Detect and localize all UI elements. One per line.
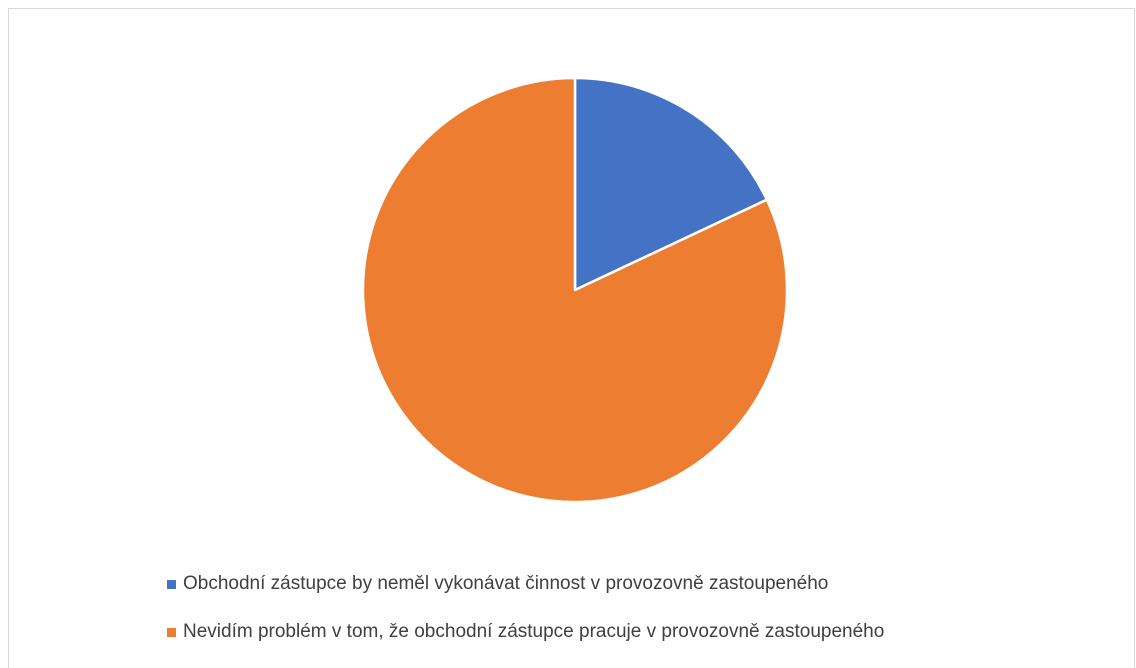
pie-slice-1	[361, 76, 789, 504]
legend-swatch	[167, 627, 176, 637]
legend-item: Nevidím problém v tom, že obchodní zástu…	[167, 620, 884, 644]
legend-label: Obchodní zástupce by neměl vykonávat čin…	[183, 573, 829, 594]
chart-area: Obchodní zástupce by neměl vykonávat čin…	[8, 8, 1135, 668]
legend-item: Obchodní zástupce by neměl vykonávat čin…	[167, 572, 884, 596]
pie-slice-0	[573, 76, 769, 292]
legend: Obchodní zástupce by neměl vykonávat čin…	[167, 572, 884, 668]
legend-swatch	[167, 579, 176, 589]
pie-chart	[361, 76, 789, 504]
legend-label: Nevidím problém v tom, že obchodní zástu…	[183, 621, 885, 642]
